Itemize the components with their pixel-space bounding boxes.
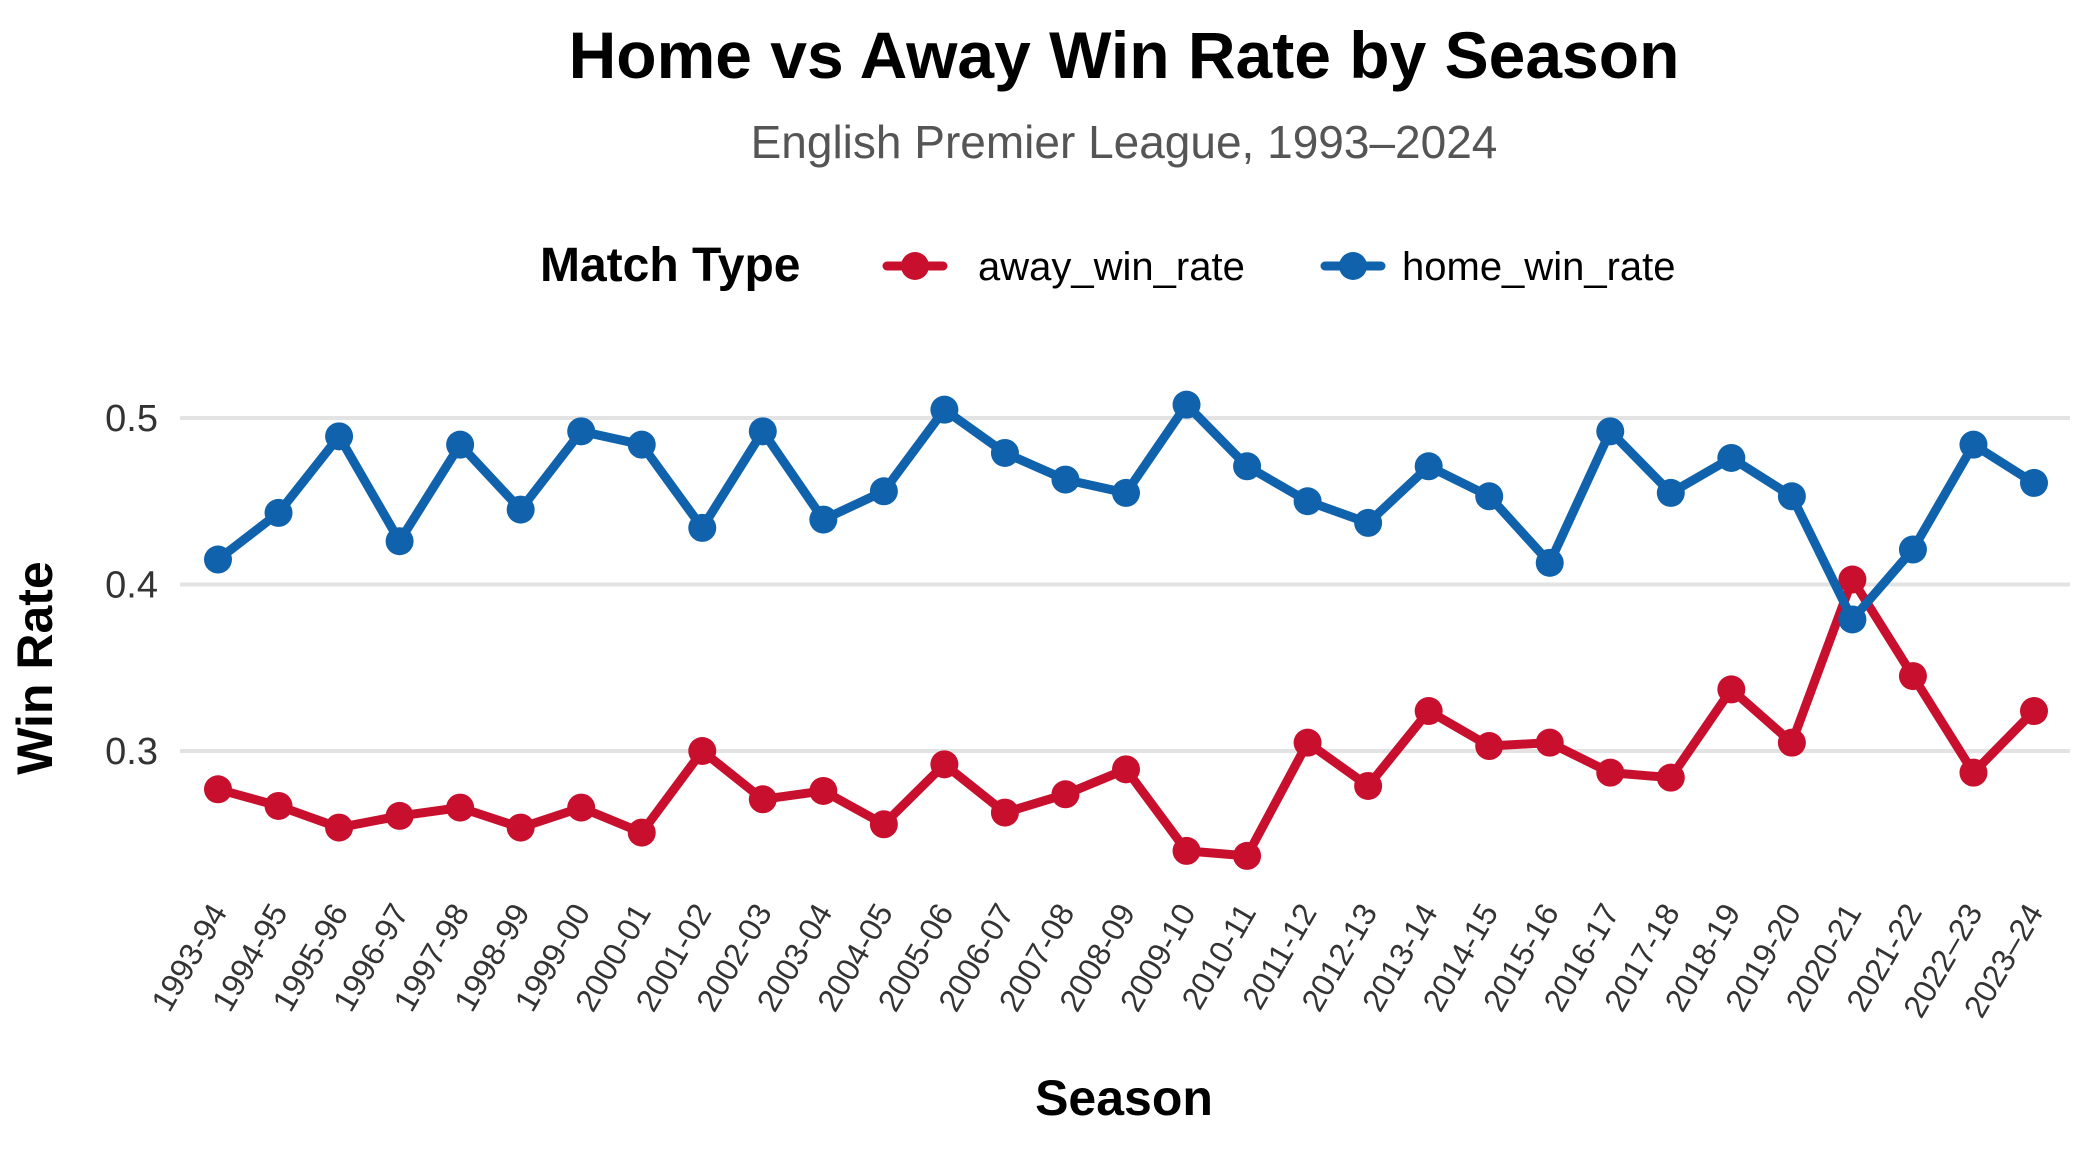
data-point (688, 513, 717, 542)
data-point (1596, 758, 1625, 787)
data-point (385, 801, 414, 830)
data-point (930, 750, 959, 779)
data-point (1112, 755, 1140, 784)
data-point (1414, 697, 1443, 726)
data-point (990, 798, 1019, 827)
series-line (213, 575, 2039, 861)
legend-items: away_win_rate home_win_rate (882, 245, 1676, 289)
legend-title: Match Type (540, 239, 800, 292)
data-point (446, 793, 475, 822)
data-point (1838, 565, 1867, 594)
data-point (1535, 728, 1564, 757)
data-point (567, 793, 596, 822)
data-point (1112, 478, 1140, 507)
data-point (1959, 758, 1988, 787)
y-tick-labels: 0.3 0.4 0.5 (105, 398, 158, 773)
data-point (748, 417, 777, 446)
legend-key-point (901, 252, 929, 280)
gridlines (180, 416, 2070, 753)
data-point (809, 505, 838, 534)
data-point (1898, 662, 1927, 691)
series-home-win-rate (204, 390, 2048, 634)
data-point (1051, 465, 1080, 494)
y-tick-label: 0.3 (105, 731, 158, 773)
data-point (688, 737, 717, 765)
data-point (1293, 487, 1322, 516)
series-line (213, 400, 2039, 624)
data-point (567, 417, 596, 446)
legend-item-away-win-rate: away_win_rate (882, 245, 1245, 289)
data-point (1233, 841, 1262, 870)
chart-title: Home vs Away Win Rate by Season (569, 18, 1680, 92)
data-point (1777, 728, 1806, 757)
data-point (1414, 452, 1443, 481)
data-point (627, 818, 656, 847)
data-point (325, 813, 354, 842)
y-tick-label: 0.5 (105, 398, 158, 440)
data-point (264, 791, 293, 820)
data-point (1898, 535, 1927, 564)
data-point (1475, 732, 1504, 761)
x-axis-title: Season (1035, 1070, 1213, 1126)
data-point (506, 495, 535, 524)
data-point (204, 545, 232, 574)
data-point (1838, 605, 1867, 634)
data-point (506, 813, 535, 842)
chart-subtitle: English Premier League, 1993–2024 (751, 116, 1498, 168)
legend-item-home-win-rate: home_win_rate (1320, 245, 1676, 289)
data-point (1354, 771, 1383, 800)
data-point (1717, 443, 1746, 472)
data-point (1051, 780, 1080, 809)
legend: Match Type away_win_rate home_win_rate (540, 239, 1676, 292)
data-point (264, 498, 293, 527)
data-point (1172, 390, 1201, 419)
legend-key-point (1339, 252, 1367, 280)
data-point (385, 527, 414, 556)
y-axis-title: Win Rate (7, 561, 63, 774)
data-point (1717, 675, 1746, 704)
data-point (204, 775, 232, 804)
data-point (1172, 836, 1201, 865)
data-point (1656, 478, 1685, 507)
data-point (930, 395, 959, 424)
legend-label: home_win_rate (1402, 245, 1676, 289)
data-point (809, 776, 838, 805)
data-point (1777, 482, 1806, 511)
data-point (1233, 452, 1262, 481)
series-away-win-rate (204, 565, 2048, 870)
data-point (990, 438, 1019, 467)
series-layer (204, 390, 2048, 870)
data-point (1535, 548, 1564, 577)
data-point (1293, 728, 1322, 757)
data-point (748, 785, 777, 814)
data-point (1475, 482, 1504, 511)
data-point (869, 810, 898, 839)
data-point (1596, 417, 1625, 446)
data-point (1656, 763, 1685, 792)
data-point (446, 430, 475, 459)
data-point (325, 422, 354, 451)
data-point (627, 430, 656, 459)
y-tick-label: 0.4 (105, 565, 158, 607)
data-point (2020, 697, 2048, 726)
data-point (869, 477, 898, 506)
x-tick-labels: 1993-941994-951995-961996-971997-981998-… (144, 898, 2050, 1024)
data-point (1959, 430, 1988, 459)
data-point (2020, 468, 2048, 497)
data-point (1354, 508, 1383, 537)
legend-label: away_win_rate (978, 245, 1245, 289)
